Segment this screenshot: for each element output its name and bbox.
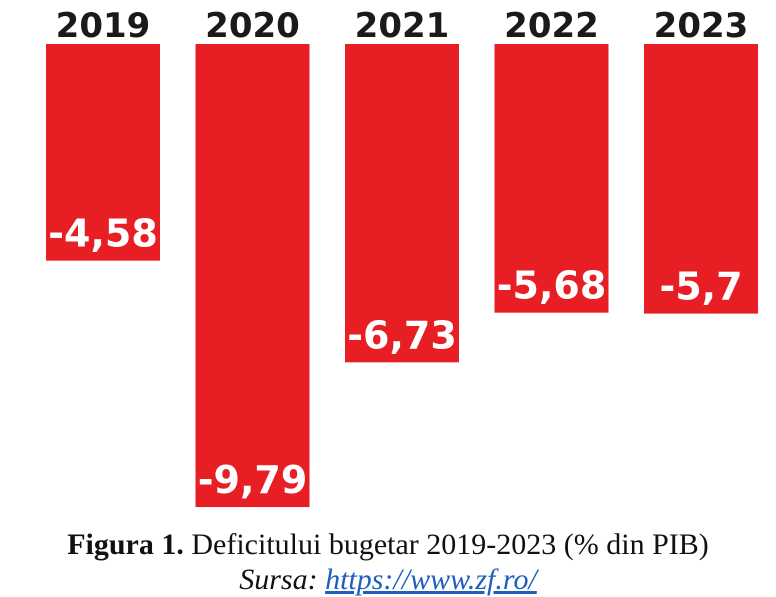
budget-deficit-bar-chart: 2019 2020 2021 2022 2023 -4,58 -9,79 -6,73 -5,6… bbox=[46, 6, 758, 508]
bar-2019 bbox=[46, 44, 160, 261]
figure-label: Figura 1. bbox=[67, 528, 184, 561]
bar-2021 bbox=[345, 44, 459, 363]
bars bbox=[46, 44, 758, 508]
bar-2022 bbox=[494, 44, 609, 313]
year-label-2022: 2022 bbox=[504, 6, 599, 46]
source-line: Sursa: https://www.zf.ro/ bbox=[0, 563, 776, 597]
value-label-2019: -4,58 bbox=[48, 212, 158, 256]
value-labels: -4,58 -9,79 -6,73 -5,68 -5,7 bbox=[48, 212, 742, 502]
source-link[interactable]: https://www.zf.ro/ bbox=[325, 563, 537, 596]
value-label-2021: -6,73 bbox=[347, 313, 457, 357]
year-label-2020: 2020 bbox=[205, 6, 300, 46]
source-prefix: Sursa: bbox=[239, 563, 326, 596]
value-label-2023: -5,7 bbox=[659, 265, 742, 309]
year-labels: 2019 2020 2021 2022 2023 bbox=[56, 6, 749, 46]
bar-2020 bbox=[195, 44, 310, 508]
value-label-2020: -9,79 bbox=[198, 458, 308, 502]
year-label-2019: 2019 bbox=[56, 6, 151, 46]
bar-2023 bbox=[644, 44, 758, 314]
figure-caption-text: Deficitului bugetar 2019-2023 (% din PIB… bbox=[183, 528, 709, 561]
figure-caption: Figura 1. Deficitului bugetar 2019-2023 … bbox=[0, 528, 776, 562]
value-label-2022: -5,68 bbox=[497, 264, 607, 308]
year-label-2023: 2023 bbox=[654, 6, 749, 46]
year-label-2021: 2021 bbox=[355, 6, 450, 46]
